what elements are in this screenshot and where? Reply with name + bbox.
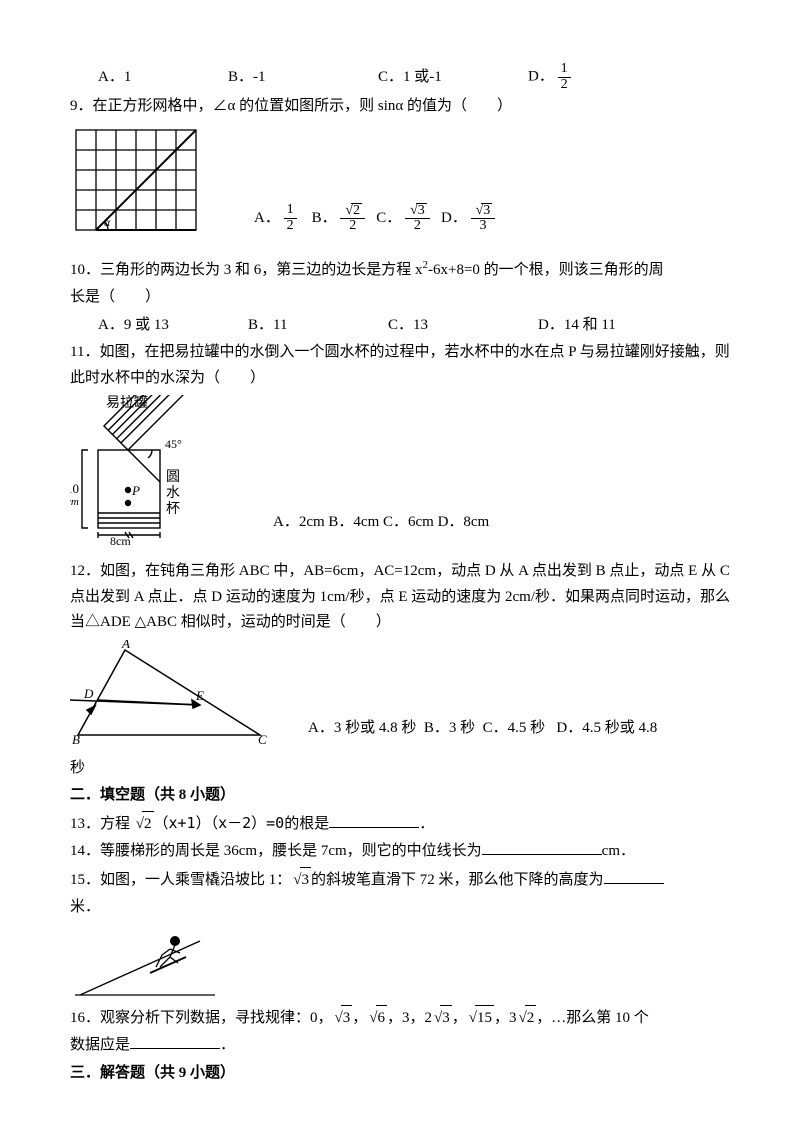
q8-options: A．1 B．-1 C．1 或-1 D． 12 — [70, 62, 730, 92]
q16: 16．观察分析下列数据，寻找规律：0，√3，√6，3，2√3，√15，3√2，…… — [70, 1005, 730, 1032]
section-3-title: 三．解答题（共 9 小题） — [70, 1061, 730, 1087]
svg-text:E: E — [195, 688, 204, 703]
svg-text:P: P — [131, 483, 140, 498]
svg-text:水: 水 — [166, 485, 180, 501]
alpha-label: α — [104, 215, 111, 229]
sqrt-icon: √2 — [134, 811, 154, 838]
q11-figure-row: 易拉罐 45° P 圆 水 杯 10 cm 8cm A．2cm B．4cm C．… — [70, 395, 730, 545]
q11-stem: 11．如图，在把易拉罐中的水倒入一个圆水杯的过程中，若水杯中的水在点 P 与易拉… — [70, 340, 730, 391]
blank-field — [482, 839, 602, 855]
q10-options: A．9 或 13 B．11 C．13 D．14 和 11 — [70, 313, 730, 339]
sqrt-icon: √3 — [291, 867, 311, 894]
q11-options: A．2cm B．4cm C．6cm D．8cm — [243, 510, 489, 546]
svg-text:杯: 杯 — [166, 501, 180, 517]
q9-stem: 9．在正方形网格中，∠α 的位置如图所示，则 sinα 的值为（ ） — [70, 94, 730, 120]
q15-tail: 米． — [70, 895, 730, 921]
svg-text:45°: 45° — [165, 437, 182, 451]
fraction-half: 12 — [558, 62, 571, 92]
blank-field — [604, 868, 664, 884]
q14: 14．等腰梯形的周长是 36cm，腰长是 7cm，则它的中位线长为cm． — [70, 839, 730, 865]
q12-tail: 秒 — [70, 756, 730, 782]
svg-text:8cm: 8cm — [110, 534, 131, 545]
q9-options: A． 12 B． √22 C． √32 D． √33 — [214, 203, 495, 240]
q10-stem-tail: 长是（ ） — [70, 285, 730, 311]
q8-optB: B．-1 — [228, 65, 378, 91]
q12-triangle-figure: A B C D E — [70, 640, 280, 750]
q10-stem: 10．三角形的两边长为 3 和 6，第三边的边长是方程 x2-6x+8=0 的一… — [70, 256, 730, 284]
q12-options: A．3 秒或 4.8 秒 B．3 秒 C．4.5 秒 D．4.5 秒或 4.8 — [288, 716, 657, 750]
blank-field — [329, 812, 419, 828]
q8-optC: C．1 或-1 — [378, 65, 528, 91]
q11-cup-figure: 易拉罐 45° P 圆 水 杯 10 cm 8cm — [70, 395, 235, 545]
q9-grid-figure: α — [70, 124, 206, 240]
svg-text:易拉罐: 易拉罐 — [106, 395, 148, 411]
svg-text:A: A — [121, 640, 130, 651]
svg-text:圆: 圆 — [166, 470, 180, 485]
q8-optD: D． 12 — [528, 62, 571, 92]
q9-figure-row: α A． 12 B． √22 C． √32 D． √33 — [70, 124, 730, 240]
svg-text:C: C — [258, 732, 267, 747]
svg-text:B: B — [72, 732, 80, 747]
svg-text:D: D — [83, 686, 94, 701]
q12-figure-row: A B C D E A．3 秒或 4.8 秒 B．3 秒 C．4.5 秒 D．4… — [70, 640, 730, 750]
svg-text:10: 10 — [70, 481, 79, 496]
q15-skier-figure — [70, 923, 220, 1003]
q16-line2: 数据应是． — [70, 1033, 730, 1059]
section-2-title: 二．填空题（共 8 小题） — [70, 783, 730, 809]
svg-text:cm: cm — [70, 496, 79, 508]
q13: 13．方程 √2（x+1）（x－2）=0的根是． — [70, 811, 730, 838]
q15: 15．如图，一人乘雪橇沿坡比 1：√3的斜坡笔直滑下 72 米，那么他下降的高度… — [70, 867, 730, 894]
blank-field — [130, 1033, 220, 1049]
q12-stem: 12．如图，在钝角三角形 ABC 中，AB=6cm，AC=12cm，动点 D 从… — [70, 559, 730, 636]
q8-optA: A．1 — [98, 65, 228, 91]
